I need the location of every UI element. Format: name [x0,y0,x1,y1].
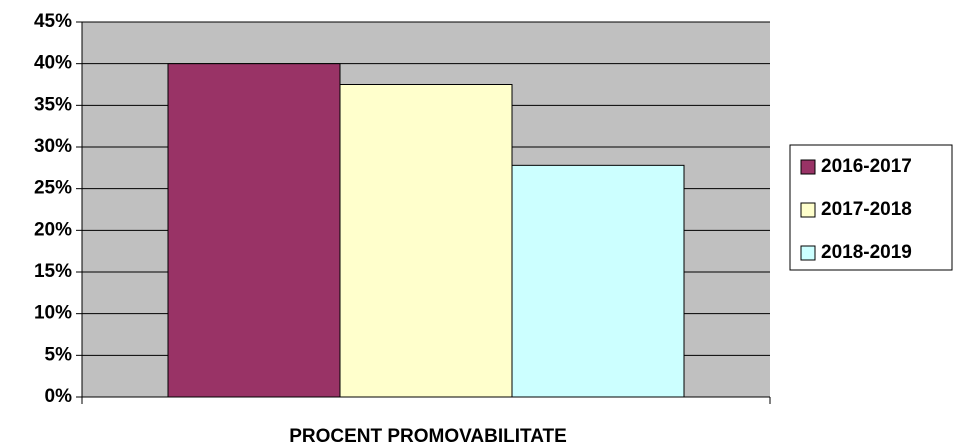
legend-label: 2016-2017 [821,156,912,177]
y-tick-label: 10% [34,303,72,324]
x-tick-label: PROCENT PROMOVABILITATE [289,426,567,447]
y-tick-label: 5% [45,344,73,365]
y-tick-label: 45% [34,11,72,32]
bar [511,164,685,398]
y-tick-label: 25% [34,178,72,199]
legend-label: 2017-2018 [821,199,912,220]
bar [339,84,513,398]
legend-swatch [800,245,816,261]
legend-label: 2018-2019 [821,242,912,263]
y-tick-label: 35% [34,94,72,115]
y-tick-label: 40% [34,53,72,74]
y-tick-label: 15% [34,261,72,282]
legend-box [789,144,953,271]
y-tick-label: 0% [45,386,73,407]
legend-swatch [800,159,816,175]
y-tick-label: 30% [34,136,72,157]
y-tick-label: 20% [34,219,72,240]
legend-swatch [800,202,816,218]
bar [167,63,341,398]
